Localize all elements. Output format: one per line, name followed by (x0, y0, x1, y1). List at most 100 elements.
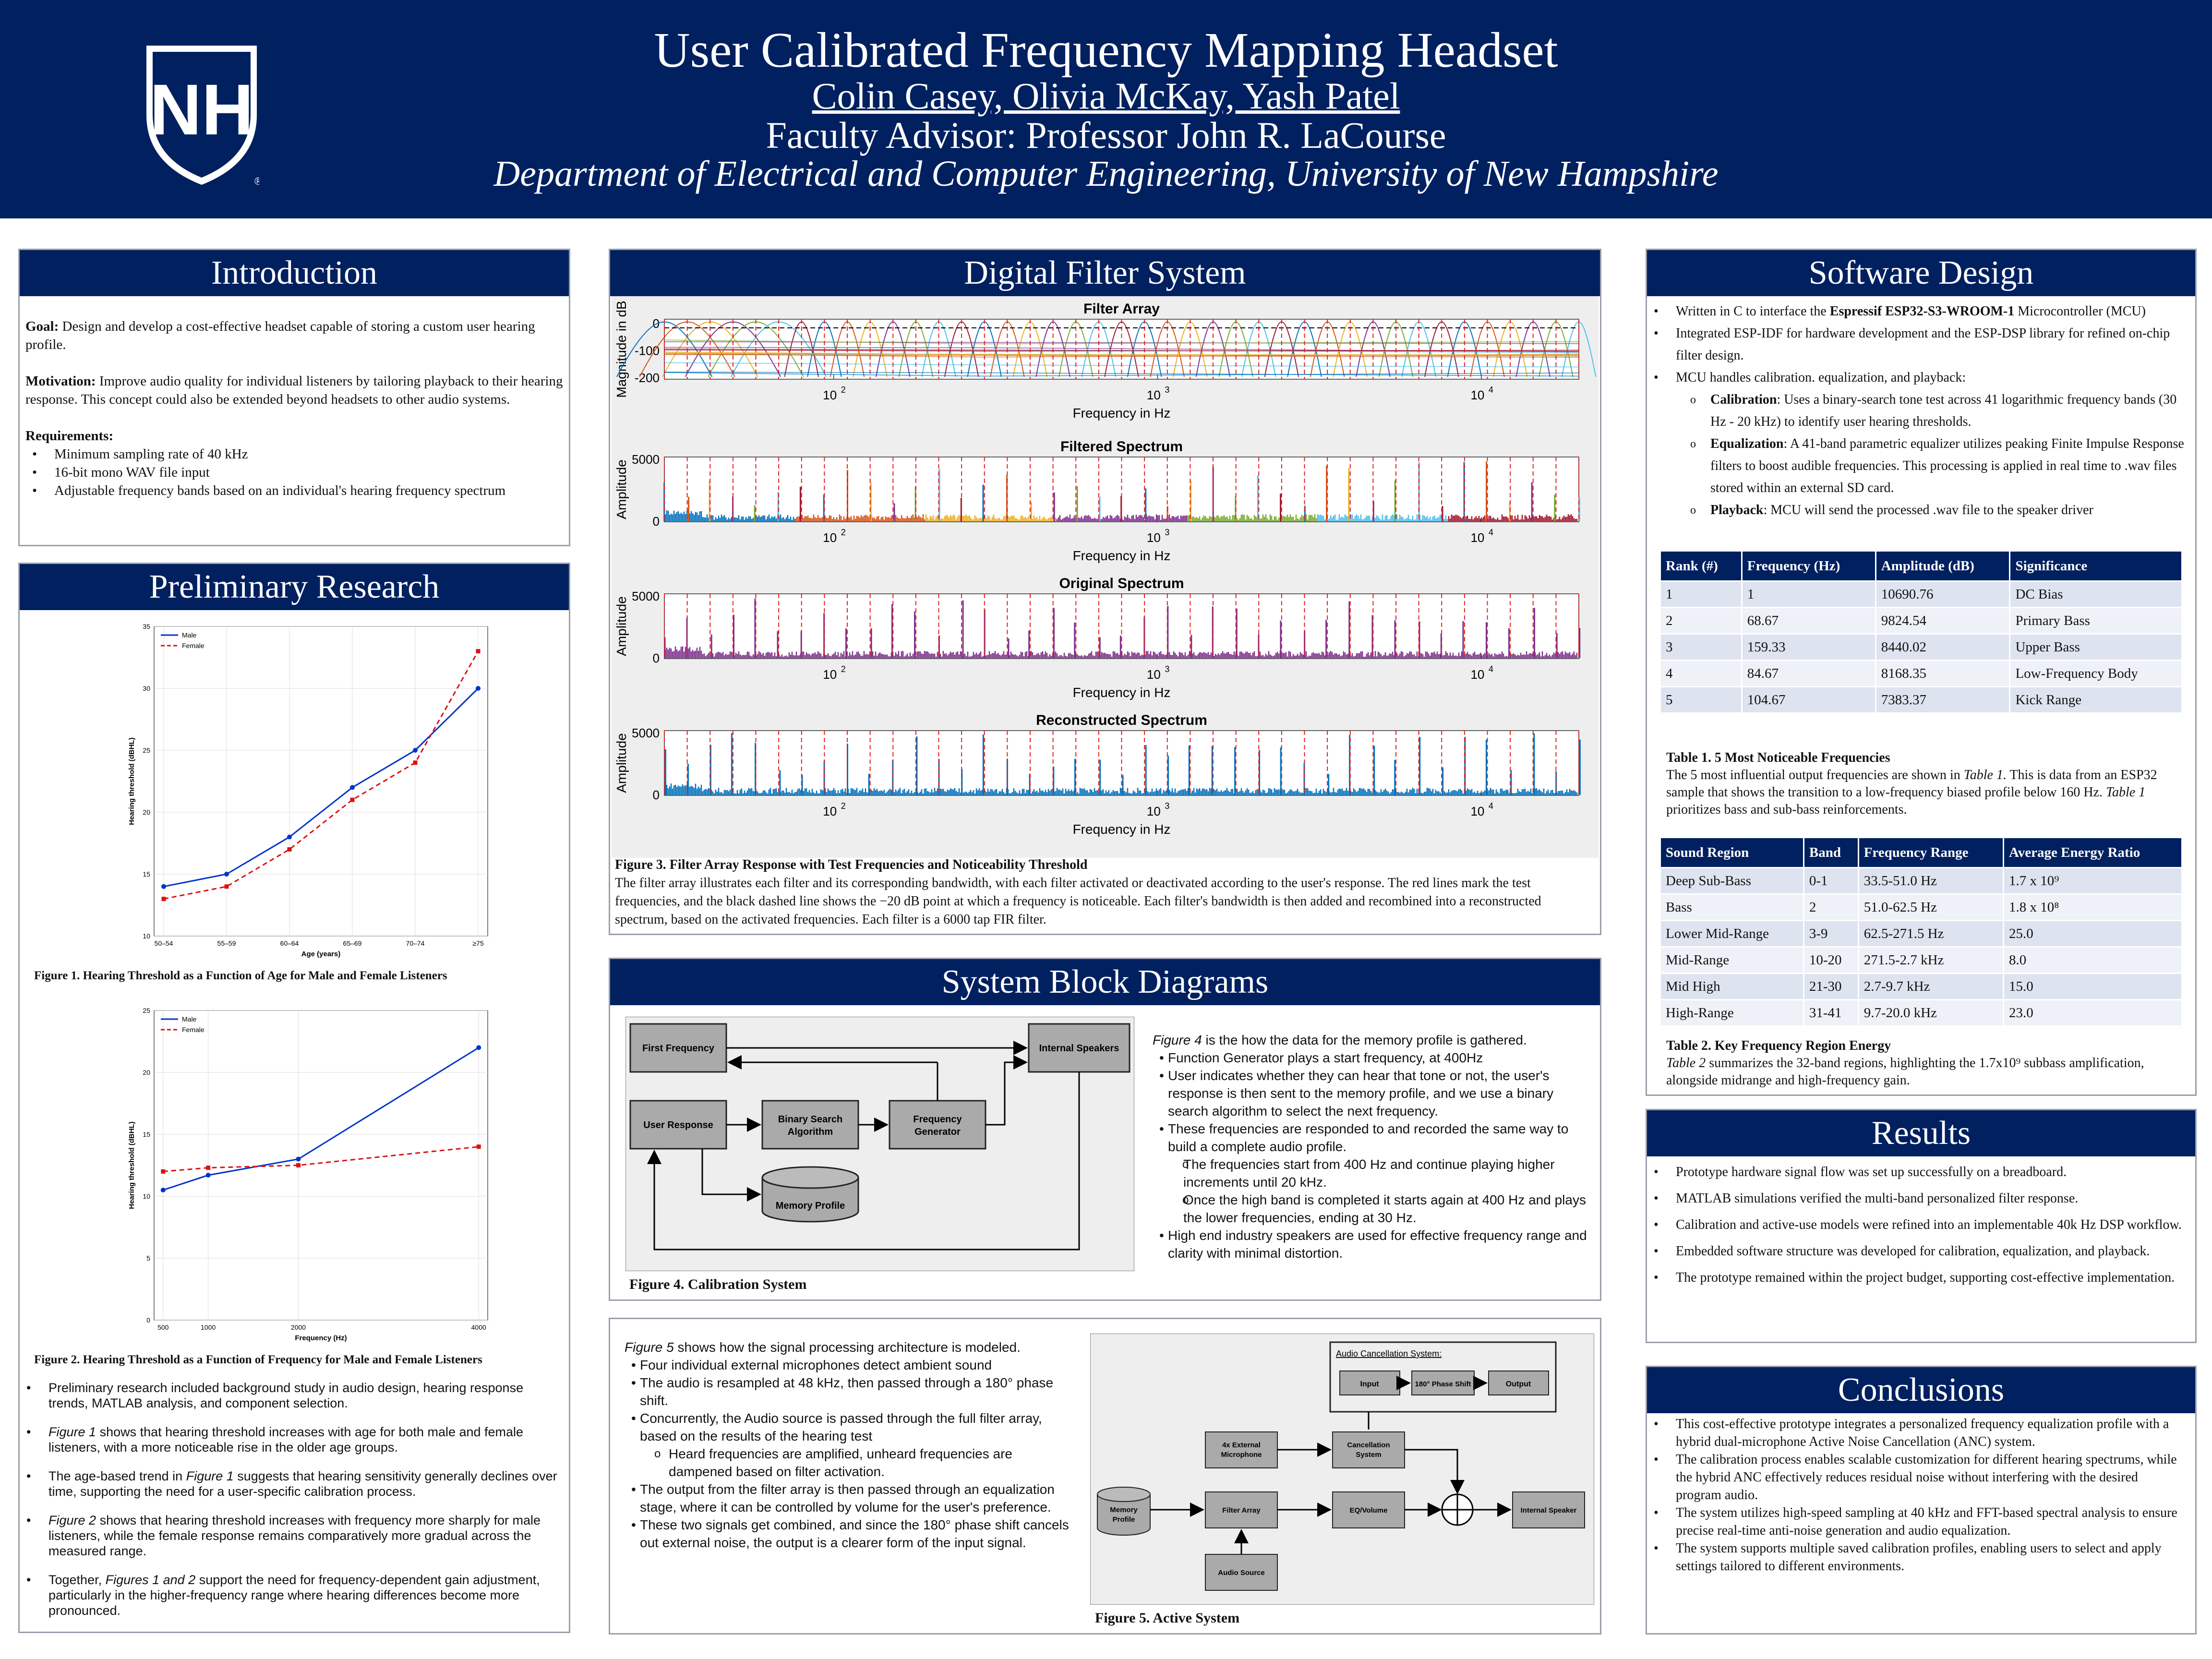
title-banner: NH ® User Calibrated Frequency Mapping H… (0, 0, 2212, 218)
x-tick-label: 10 (823, 530, 837, 545)
figure-3-caption-text: The filter array illustrates each filter… (615, 876, 1541, 927)
x-tick-label: 60–64 (280, 939, 299, 947)
x-tick-label: 500 (157, 1323, 169, 1331)
svg-text:Profile: Profile (1113, 1515, 1135, 1524)
x-tick-label: ≥75 (472, 939, 483, 947)
y-tick-label: 20 (143, 808, 150, 816)
requirement-item: 16-bit mono WAV file input (25, 463, 563, 481)
table1-row: 1 1 10690.76 DC Bias (1659, 580, 2183, 608)
preliminary-bullets: Preliminary research included background… (20, 1380, 557, 1632)
table1-cell: 1 (1741, 580, 1876, 608)
x-tick-exponent: 3 (1165, 385, 1169, 395)
svg-text:Internal Speakers: Internal Speakers (1039, 1043, 1119, 1054)
table1-header-cell: Rank (#) (1659, 550, 1743, 582)
figure-1-chart: 10 15 20 25 30 35 50–54 55–59 60–64 65–69 70–74 ≥75… (128, 623, 488, 958)
poster-authors: Colin Casey, Olivia McKay, Yash Patel (812, 75, 1400, 117)
table2-cell: 8.0 (2002, 946, 2183, 974)
software-subbullet: Calibration: Uses a binary-search tone t… (1676, 389, 2189, 433)
svg-text:User Response: User Response (643, 1120, 713, 1130)
table2-cell: 0-1 (1803, 867, 1859, 895)
table2-cell: 3-9 (1803, 920, 1859, 948)
y-tick-label: -200 (635, 371, 660, 385)
table2-cell: 15.0 (2002, 973, 2183, 1000)
fig4-subbullet: Once the high band is completed it start… (1168, 1191, 1589, 1226)
figure-1-caption: Figure 1. Hearing Threshold as a Functio… (34, 969, 447, 982)
plot-area (154, 626, 488, 937)
data-point (287, 834, 292, 840)
table2-row: High-Range 31-41 9.7-20.0 kHz 23.0 (1659, 999, 2183, 1027)
x-tick-label: 10 (1470, 388, 1484, 402)
table1-cell: DC Bias (2009, 580, 2183, 608)
fig5-subbullet: Heard frequencies are amplified, unheard… (640, 1445, 1071, 1480)
svg-text:First Frequency: First Frequency (642, 1043, 715, 1054)
fig5-bullet: Four individual external microphones det… (625, 1356, 1071, 1374)
table2-cell: 10-20 (1803, 946, 1859, 974)
y-tick-label: 15 (143, 1130, 150, 1138)
fig4-bullet: User indicates whether they can hear tha… (1153, 1067, 1589, 1120)
result-item: MATLAB simulations verified the multi-ba… (1647, 1190, 2185, 1207)
memory-profile-cylinder: Memory Profile (761, 1166, 859, 1223)
motivation-text: Improve audio quality for individual lis… (25, 373, 563, 407)
svg-text:Binary Search: Binary Search (778, 1114, 843, 1125)
plot-xlabel: Frequency in Hz (1073, 548, 1171, 563)
data-point (476, 686, 481, 691)
prelim-bullet: Together, Figures 1 and 2 support the ne… (20, 1572, 557, 1618)
x-tick-label: 10 (1470, 804, 1484, 818)
x-axis-label: Frequency (Hz) (295, 1334, 347, 1342)
requirement-item: Adjustable frequency bands based on an i… (25, 481, 563, 500)
table1-cell: 4 (1659, 660, 1743, 687)
figure-5-description: Figure 5 shows how the signal processing… (625, 1338, 1071, 1551)
anc-system-box (1329, 1341, 1557, 1413)
y-tick-label: 5000 (632, 726, 660, 740)
fig5-bullet: The output from the filter array is then… (625, 1480, 1071, 1516)
x-tick-exponent: 2 (841, 528, 846, 537)
x-tick-label: 65–69 (343, 939, 362, 947)
table2-cell: 9.7-20.0 kHz (1857, 999, 2004, 1027)
preliminary-research-header: Preliminary Research (20, 564, 569, 610)
svg-text:Algorithm: Algorithm (788, 1127, 833, 1137)
series-line-female (163, 1146, 479, 1172)
table1-cell: Primary Bass (2009, 607, 2183, 635)
table1-cell: 10690.76 (1875, 580, 2011, 608)
introduction-panel: Introduction Goal: Design and develop a … (18, 249, 570, 546)
legend-label: Male (182, 1015, 197, 1023)
table1-header-cell: Significance (2009, 550, 2183, 582)
table2-row: Deep Sub-Bass 0-1 33.5-51.0 Hz 1.7 x 10⁹ (1659, 867, 2183, 895)
data-point (224, 872, 229, 877)
y-tick-label: -100 (635, 344, 660, 358)
x-tick-exponent: 2 (841, 801, 846, 811)
prelim-bullet: Figure 2 shows that hearing threshold in… (20, 1513, 557, 1559)
svg-text:Cancellation: Cancellation (1347, 1441, 1390, 1449)
table1-header-cell: Amplitude (dB) (1875, 550, 2011, 582)
table1-row: 4 84.67 8168.35 Low-Frequency Body (1659, 660, 2183, 687)
table1-cell: 68.67 (1741, 607, 1876, 635)
data-point (413, 760, 418, 765)
table2-cell: Mid High (1659, 973, 1804, 1000)
table2-cell: 31-41 (1803, 999, 1859, 1027)
x-tick-label: 55–59 (217, 939, 236, 947)
y-axis-label: Hearing threshold (dBHL) (128, 737, 136, 825)
table2-row: Mid High 21-30 2.7-9.7 kHz 15.0 (1659, 973, 2183, 1000)
x-tick-label: 10 (823, 667, 837, 682)
digital-filter-panel: Digital Filter System Filter Array Magnit… (609, 249, 1601, 935)
motivation-label: Motivation: (25, 373, 96, 389)
binary-search-block (761, 1100, 859, 1150)
data-point (350, 797, 355, 802)
y-tick-label: 20 (143, 1069, 150, 1076)
svg-text:Memory Profile: Memory Profile (776, 1201, 845, 1211)
goal-text: Design and develop a cost-effective head… (25, 319, 535, 352)
result-item: Prototype hardware signal flow was set u… (1647, 1163, 2185, 1181)
table2-cell: 51.0-62.5 Hz (1857, 893, 2004, 921)
table-2-caption: Table 2. Key Frequency Region Energy (1666, 1038, 1891, 1053)
data-point (350, 785, 355, 790)
digital-filter-header: Digital Filter System (610, 250, 1600, 296)
svg-text:Internal Speaker: Internal Speaker (1521, 1506, 1577, 1515)
figure-4-description: Figure 4 is the how the data for the mem… (1153, 1031, 1589, 1262)
svg-text:Output: Output (1506, 1380, 1531, 1388)
y-tick-label: 5 (146, 1254, 150, 1262)
table1-cell: Low-Frequency Body (2009, 660, 2183, 687)
series-line-male (163, 687, 479, 888)
